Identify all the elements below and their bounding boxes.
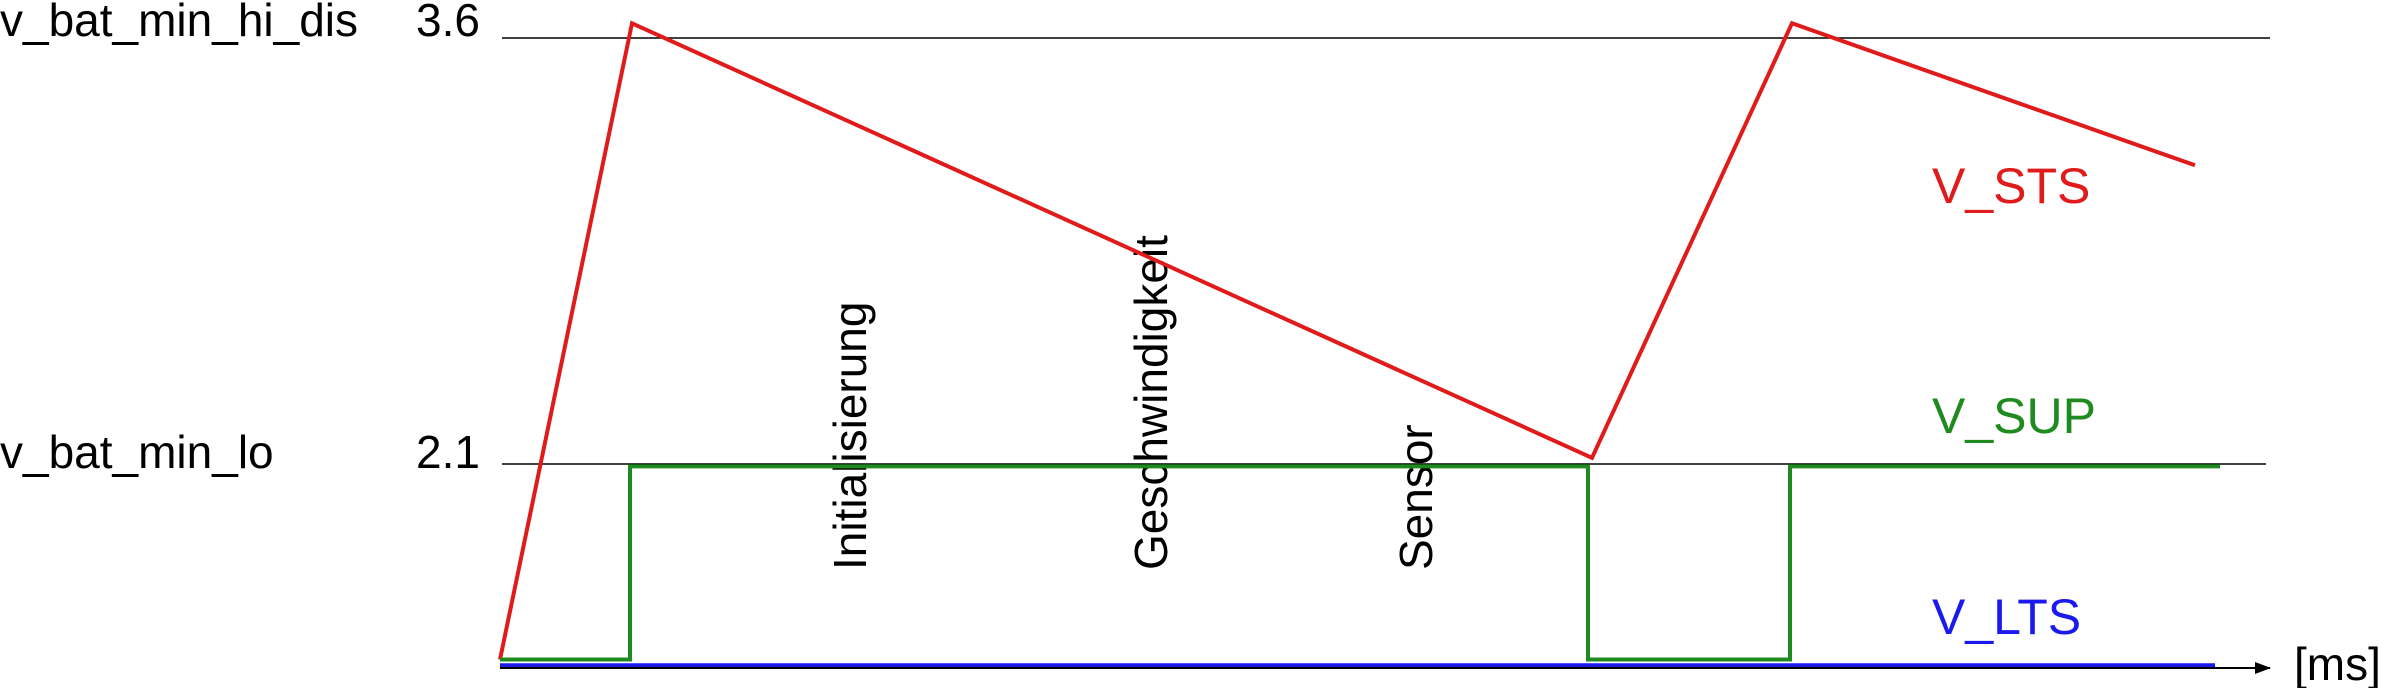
series-label-v-sup: V_SUP xyxy=(1932,388,2096,444)
phase-labels: Initialisierung Geschwindigkeit Sensor xyxy=(824,235,1442,570)
series-line-v-sts xyxy=(498,20,2196,660)
series-line-v-sup xyxy=(500,464,2220,662)
phase-label-initialisierung: Initialisierung xyxy=(824,302,876,570)
phase-label-geschwindigkeit: Geschwindigkeit xyxy=(1125,235,1177,570)
level-value-hi: 3.6 xyxy=(416,0,480,46)
series-label-v-sts: V_STS xyxy=(1932,158,2090,214)
series-label-v-lts: V_LTS xyxy=(1932,589,2081,645)
x-axis-label: [ms] xyxy=(2294,638,2381,688)
phase-label-sensor: Sensor xyxy=(1390,424,1442,570)
x-axis: [ms] xyxy=(500,638,2381,688)
series-labels: V_STS V_SUP V_LTS xyxy=(1932,158,2096,645)
series-layer xyxy=(498,20,2220,668)
level-name-lo: v_bat_min_lo xyxy=(0,426,274,478)
level-labels: v_bat_min_hi_dis 3.6 v_bat_min_lo 2.1 xyxy=(0,0,480,478)
level-value-lo: 2.1 xyxy=(416,426,480,478)
level-name-hi: v_bat_min_hi_dis xyxy=(0,0,358,46)
level-lines xyxy=(502,37,2270,465)
